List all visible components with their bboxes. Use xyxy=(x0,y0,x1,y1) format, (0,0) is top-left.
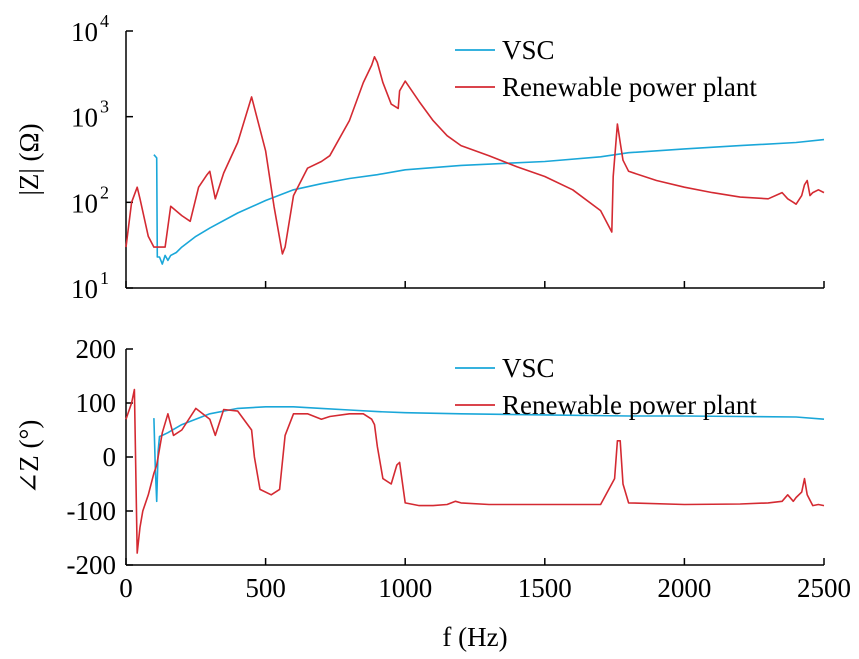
phase-panel: 0 500 1000 1500 2000 2500 -200 -100 0 100 200 ∠Z (°… xyxy=(14,334,851,652)
series-line-vsc xyxy=(153,138,825,265)
y-tick-label: -100 xyxy=(67,496,117,526)
legend-label: VSC xyxy=(502,353,555,383)
x-tick-label: 1500 xyxy=(518,573,572,603)
y-tick-label: 200 xyxy=(76,334,117,364)
y-tick-exponent: 3 xyxy=(100,97,109,117)
y-axis-label: ∠Z (°) xyxy=(14,420,44,495)
y-tick-label: -200 xyxy=(67,550,117,580)
x-tick-label: 1000 xyxy=(378,573,432,603)
series-line-renewable-power-plant xyxy=(125,56,825,255)
y-tick-label: 10 xyxy=(71,103,98,133)
y-tick-exponent: 4 xyxy=(100,11,109,31)
y-axis-label: |Z| (Ω) xyxy=(14,123,44,195)
x-axis-label: f (Hz) xyxy=(442,622,507,652)
y-tick-exponent: 2 xyxy=(100,182,109,202)
y-tick-label: 10 xyxy=(71,17,98,47)
y-tick-label: 10 xyxy=(71,274,98,304)
legend-label: VSC xyxy=(502,35,555,65)
x-tick-label: 2500 xyxy=(797,573,851,603)
y-tick-exponent: 1 xyxy=(100,268,109,288)
y-tick-label: 0 xyxy=(103,442,117,472)
y-tick-label: 10 xyxy=(71,188,98,218)
y-tick-label: 100 xyxy=(76,388,117,418)
x-tick-label: 0 xyxy=(119,573,133,603)
legend-label: Renewable power plant xyxy=(502,390,757,420)
legend-label: Renewable power plant xyxy=(502,72,757,102)
series-line-renewable-power-plant xyxy=(125,388,825,554)
series-line-vsc xyxy=(153,406,825,503)
x-tick-label: 500 xyxy=(245,573,286,603)
x-tick-label: 2000 xyxy=(657,573,711,603)
